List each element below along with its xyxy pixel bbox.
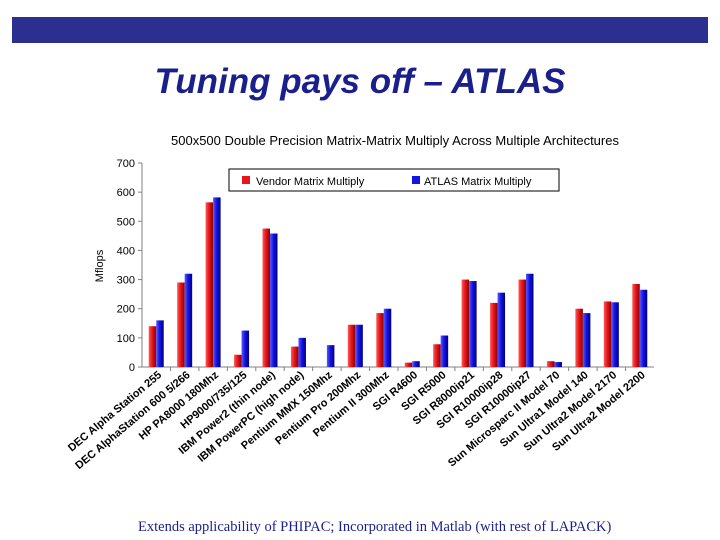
bar-atlas-8 bbox=[383, 308, 392, 367]
bar-atlas-12 bbox=[497, 292, 506, 367]
legend-swatch-vendor bbox=[242, 176, 250, 184]
bar-vendor-14 bbox=[546, 361, 555, 367]
bar-atlas-16 bbox=[611, 302, 619, 367]
y-tick-label: 500 bbox=[117, 216, 135, 228]
bar-vendor-11 bbox=[461, 279, 470, 367]
bar-atlas-7 bbox=[355, 324, 363, 367]
bar-vendor-3 bbox=[234, 354, 242, 367]
y-tick-label: 600 bbox=[117, 187, 135, 199]
bar-vendor-0 bbox=[148, 326, 157, 367]
bar-vendor-9 bbox=[404, 362, 413, 367]
bar-vendor-4 bbox=[262, 228, 270, 367]
bar-atlas-3 bbox=[241, 330, 250, 367]
bar-atlas-17 bbox=[639, 289, 648, 367]
chart-title: 500x500 Double Precision Matrix-Matrix M… bbox=[171, 133, 619, 148]
slide-title: Tuning pays off – ATLAS bbox=[154, 62, 566, 101]
y-tick-label: 700 bbox=[117, 158, 135, 170]
x-tick-label: DEC AlphaStation 600 5/266 bbox=[73, 369, 192, 472]
bar-atlas-6 bbox=[326, 345, 335, 367]
bar-atlas-11 bbox=[469, 281, 477, 367]
bar-vendor-1 bbox=[177, 282, 185, 367]
footer-note: Extends applicability of PHIPAC; Incorpo… bbox=[138, 519, 612, 535]
legend-swatch-atlas bbox=[412, 176, 420, 184]
y-tick-label: 200 bbox=[117, 304, 135, 316]
bar-atlas-14 bbox=[554, 362, 562, 367]
bar-vendor-5 bbox=[290, 346, 299, 367]
bar-atlas-1 bbox=[184, 273, 193, 367]
bar-atlas-4 bbox=[270, 233, 278, 367]
bar-atlas-2 bbox=[213, 197, 221, 367]
bar-vendor-7 bbox=[347, 324, 356, 367]
y-tick-label: 100 bbox=[117, 333, 135, 345]
y-tick-label: 300 bbox=[117, 275, 135, 287]
header-bar bbox=[12, 17, 708, 43]
y-tick-label: 0 bbox=[129, 362, 135, 374]
bar-vendor-2 bbox=[205, 202, 214, 367]
bar-atlas-10 bbox=[440, 335, 449, 367]
bar-vendor-13 bbox=[518, 279, 526, 367]
bar-vendor-15 bbox=[575, 308, 583, 367]
y-axis-label: Mflops bbox=[94, 249, 106, 282]
bar-atlas-9 bbox=[412, 361, 420, 367]
bar-vendor-12 bbox=[490, 302, 498, 367]
bar-atlas-13 bbox=[526, 273, 534, 367]
legend-label-atlas: ATLAS Matrix Multiply bbox=[424, 176, 532, 188]
legend: Vendor Matrix Multiply ATLAS Matrix Mult… bbox=[228, 168, 560, 192]
y-tick-label: 400 bbox=[117, 245, 135, 257]
bar-vendor-16 bbox=[603, 301, 612, 367]
bar-atlas-15 bbox=[582, 313, 591, 367]
bar-atlas-0 bbox=[156, 320, 164, 367]
bar-vendor-8 bbox=[376, 313, 384, 367]
legend-label-vendor: Vendor Matrix Multiply bbox=[256, 176, 365, 188]
bar-atlas-5 bbox=[298, 337, 306, 367]
legend-box bbox=[228, 168, 560, 192]
bar-vendor-10 bbox=[433, 344, 441, 367]
bar-vendor-17 bbox=[632, 283, 640, 367]
